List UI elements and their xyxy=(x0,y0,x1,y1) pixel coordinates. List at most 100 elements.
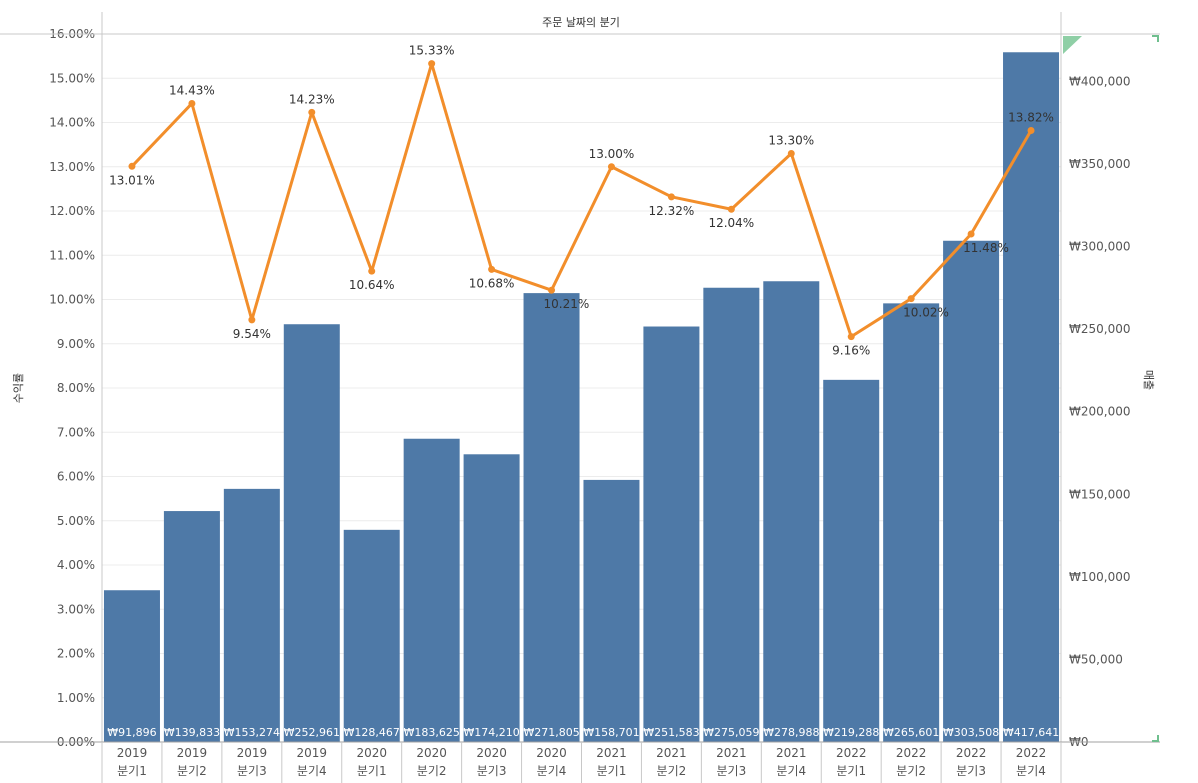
x-quarter-label: 분기4 xyxy=(776,764,806,778)
x-year-label: 2022 xyxy=(836,746,867,760)
x-quarter-label: 분기1 xyxy=(836,764,866,778)
y-left-tick-label: 4.00% xyxy=(57,558,95,572)
y-left-axis-label: 수익률 xyxy=(12,373,25,403)
grid-layer xyxy=(102,33,1061,699)
profit-rate-point xyxy=(548,286,556,294)
profit-rate-label: 14.43% xyxy=(169,83,215,97)
chart-title: 주문 날짜의 분기 xyxy=(542,16,620,29)
profit-rate-label: 10.21% xyxy=(544,297,590,311)
sales-bar xyxy=(403,438,460,742)
sales-bar xyxy=(583,479,640,742)
x-year-label: 2021 xyxy=(596,746,627,760)
x-year-label: 2021 xyxy=(776,746,807,760)
y-right-tick-label: ₩400,000 xyxy=(1069,74,1131,88)
profit-rate-label: 12.32% xyxy=(649,204,695,218)
sales-bar xyxy=(823,379,880,742)
x-year-label: 2019 xyxy=(117,746,148,760)
corner-marker xyxy=(1063,36,1082,54)
profit-rate-label: 14.23% xyxy=(289,92,335,106)
y-left-tick-label: 11.00% xyxy=(49,248,95,262)
x-year-label: 2020 xyxy=(356,746,387,760)
x-quarter-label: 분기2 xyxy=(417,764,447,778)
profit-rate-label: 15.33% xyxy=(409,44,455,58)
profit-rate-label: 13.30% xyxy=(768,133,814,147)
sales-bar xyxy=(883,303,940,742)
profit-rate-point xyxy=(967,230,975,238)
sales-bar-label: ₩158,701 xyxy=(583,726,639,739)
profit-rate-point xyxy=(667,193,675,201)
profit-rate-label: 9.16% xyxy=(832,344,870,358)
profit-rate-point xyxy=(368,267,376,275)
x-year-label: 2019 xyxy=(177,746,208,760)
corner-marker xyxy=(1152,35,1159,42)
y-left-tick-label: 14.00% xyxy=(49,116,95,130)
x-year-label: 2020 xyxy=(536,746,567,760)
x-quarter-label: 분기2 xyxy=(177,764,207,778)
y-right-tick-label: ₩200,000 xyxy=(1069,405,1131,419)
profit-rate-label: 13.01% xyxy=(109,173,155,187)
y-left-tick-label: 6.00% xyxy=(57,470,95,484)
x-year-label: 2021 xyxy=(656,746,687,760)
x-quarter-label: 분기1 xyxy=(357,764,387,778)
y-left-tick-label: 12.00% xyxy=(49,204,95,218)
profit-rate-point xyxy=(727,205,735,213)
y-left-tick-label: 15.00% xyxy=(49,71,95,85)
y-left-tick-label: 7.00% xyxy=(57,425,95,439)
y-right-tick-label: ₩300,000 xyxy=(1069,240,1131,254)
x-year-label: 2022 xyxy=(896,746,927,760)
sales-bar-label: ₩278,988 xyxy=(763,726,819,739)
profit-rate-point xyxy=(787,149,795,157)
profit-rate-label: 10.68% xyxy=(469,276,515,290)
y-left-tick-label: 13.00% xyxy=(49,160,95,174)
profit-rate-point xyxy=(248,316,256,324)
sales-bar-label: ₩128,467 xyxy=(344,726,400,739)
sales-bar-label: ₩174,210 xyxy=(463,726,519,739)
corner-marker xyxy=(1152,735,1159,742)
profit-rate-point xyxy=(128,162,136,170)
sales-bar xyxy=(343,529,400,742)
y-left-tick-label: 10.00% xyxy=(49,293,95,307)
sales-bar xyxy=(103,590,160,742)
x-year-label: 2019 xyxy=(237,746,268,760)
x-quarter-label: 분기2 xyxy=(657,764,687,778)
y-left-tick-label: 5.00% xyxy=(57,514,95,528)
x-quarter-label: 분기3 xyxy=(477,764,507,778)
sales-bar-label: ₩153,274 xyxy=(224,726,280,739)
y-right-tick-label: ₩250,000 xyxy=(1069,322,1131,336)
profit-rate-label: 10.64% xyxy=(349,278,395,292)
sales-bar xyxy=(703,287,760,742)
line-series xyxy=(128,60,1035,341)
sales-bar-label: ₩183,625 xyxy=(403,726,459,739)
profit-rate-point xyxy=(1027,126,1035,134)
profit-rate-point xyxy=(847,333,855,341)
x-quarter-label: 분기4 xyxy=(537,764,567,778)
x-quarter-label: 분기3 xyxy=(237,764,267,778)
profit-rate-label: 13.82% xyxy=(1008,110,1054,124)
x-quarter-label: 분기3 xyxy=(716,764,746,778)
x-year-label: 2022 xyxy=(1016,746,1047,760)
y-left-tick-label: 2.00% xyxy=(57,647,95,661)
profit-rate-point xyxy=(607,163,615,171)
profit-rate-point xyxy=(428,60,436,68)
profit-rate-point xyxy=(488,265,496,273)
sales-bar xyxy=(283,324,340,742)
x-year-label: 2019 xyxy=(297,746,328,760)
sales-bar xyxy=(163,511,220,742)
sales-bar-label: ₩251,583 xyxy=(643,726,699,739)
x-year-label: 2022 xyxy=(956,746,987,760)
sales-bar xyxy=(463,454,520,742)
x-year-label: 2020 xyxy=(416,746,447,760)
y-right-tick-label: ₩350,000 xyxy=(1069,157,1131,171)
x-quarter-label: 분기4 xyxy=(297,764,327,778)
axes-layer: 0.00%1.00%2.00%3.00%4.00%5.00%6.00%7.00%… xyxy=(0,12,1160,783)
y-right-tick-label: ₩150,000 xyxy=(1069,487,1131,501)
profit-rate-label: 10.02% xyxy=(903,306,949,320)
sales-bar-label: ₩139,833 xyxy=(164,726,220,739)
profit-rate-point xyxy=(188,99,196,107)
profit-rate-line xyxy=(130,62,1033,339)
sales-bar xyxy=(523,293,580,742)
x-year-label: 2021 xyxy=(716,746,747,760)
x-quarter-label: 분기1 xyxy=(117,764,147,778)
sales-bar-label: ₩252,961 xyxy=(284,726,340,739)
